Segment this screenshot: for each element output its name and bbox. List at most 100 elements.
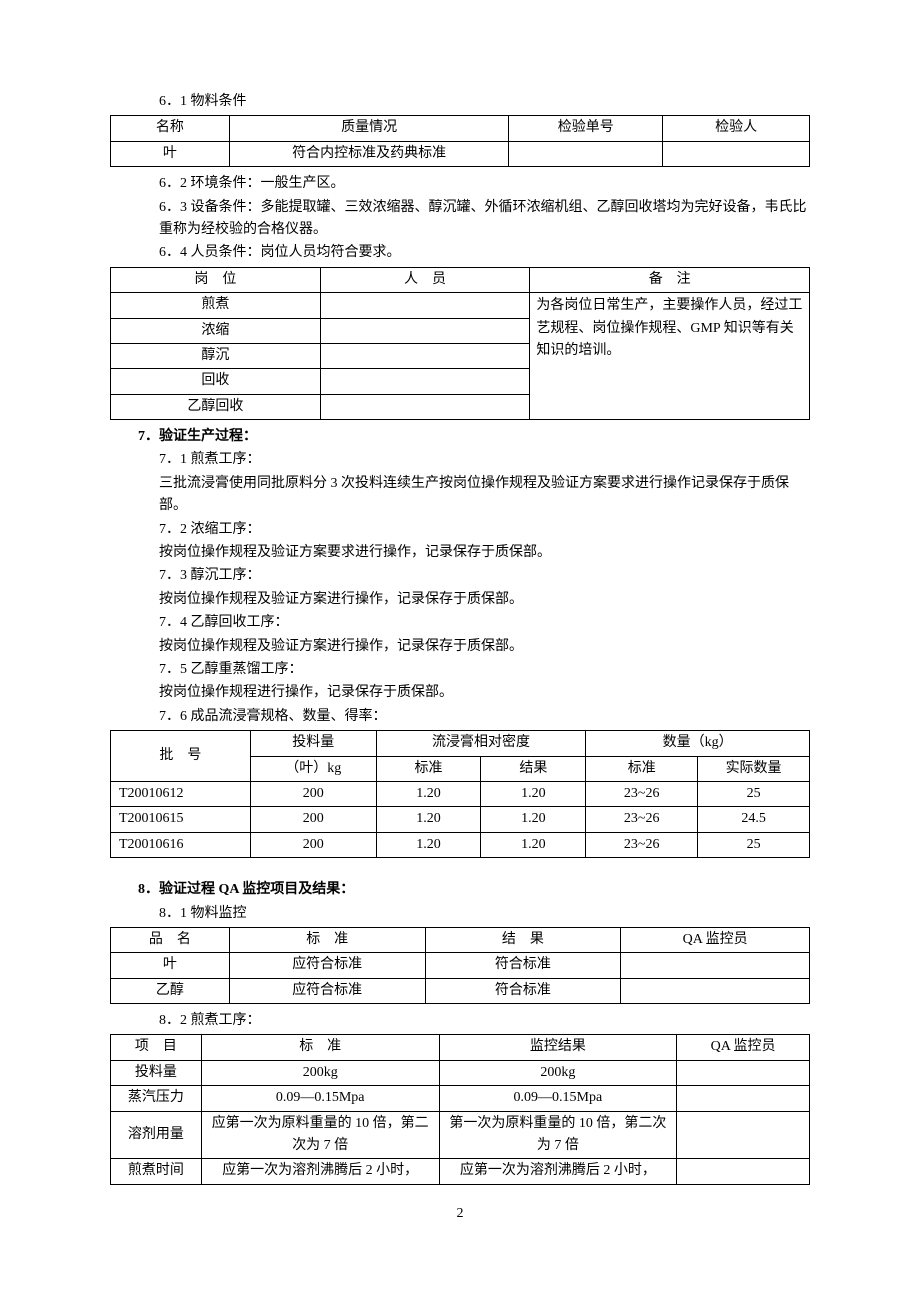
cell-note: 为各岗位日常生产，主要操作人员，经过工艺规程、岗位操作规程、GMP 知识等有关知…: [530, 293, 810, 420]
s7-2-title: 7．2 浓缩工序：: [110, 519, 810, 541]
cell: 1.20: [376, 832, 481, 857]
cell: 实际数量: [698, 756, 810, 781]
cell: 回收: [111, 369, 321, 394]
cell: 200: [250, 781, 376, 806]
cell: 1.20: [481, 807, 586, 832]
cell: [677, 1111, 810, 1159]
t-6-1: 名称 质量情况 检验单号 检验人 叶 符合内控标准及药典标准: [110, 115, 810, 167]
s8-2-title: 8．2 煎煮工序：: [110, 1010, 810, 1032]
cell: （叶）kg: [250, 756, 376, 781]
cell: T20010615: [111, 807, 251, 832]
s7-5-title: 7．5 乙醇重蒸馏工序：: [110, 659, 810, 681]
s7-1-title: 7．1 煎煮工序：: [110, 449, 810, 471]
cell: 检验人: [663, 116, 810, 141]
cell: 溶剂用量: [111, 1111, 202, 1159]
cell: 应符合标准: [229, 953, 425, 978]
cell: 应符合标准: [229, 978, 425, 1003]
s6-4-heading: 6．4 人员条件：岗位人员均符合要求。: [110, 242, 810, 264]
s7-2-body: 按岗位操作规程及验证方案要求进行操作，记录保存于质保部。: [110, 542, 810, 564]
cell: 检验单号: [509, 116, 663, 141]
cell: 应第一次为溶剂沸腾后 2 小时，: [439, 1159, 677, 1184]
cell: [663, 141, 810, 166]
cell: 批 号: [111, 731, 251, 782]
s7-4-title: 7．4 乙醇回收工序：: [110, 612, 810, 634]
cell: 200kg: [201, 1060, 439, 1085]
cell: 蒸汽压力: [111, 1086, 202, 1111]
s7-4-body: 按岗位操作规程及验证方案进行操作，记录保存于质保部。: [110, 636, 810, 658]
s7-1-body: 三批流浸膏使用同批原料分 3 次投料连续生产按岗位操作规程及验证方案要求进行操作…: [110, 473, 810, 518]
cell: 25: [698, 781, 810, 806]
cell: 煎煮: [111, 293, 321, 318]
cell: 数量（kg）: [586, 731, 810, 756]
cell: 标 准: [229, 927, 425, 952]
cell: 应第一次为溶剂沸腾后 2 小时，: [201, 1159, 439, 1184]
cell: 叶: [111, 953, 230, 978]
s6-2: 6．2 环境条件：一般生产区。: [110, 173, 810, 195]
cell: 第一次为原料重量的 10 倍，第二次为 7 倍: [439, 1111, 677, 1159]
s8-heading: 8．验证过程 QA 监控项目及结果：: [110, 879, 810, 901]
t-6-4: 岗 位 人 员 备 注 煎煮 为各岗位日常生产，主要操作人员，经过工艺规程、岗位…: [110, 267, 810, 420]
cell: 23~26: [586, 781, 698, 806]
cell: 24.5: [698, 807, 810, 832]
page-number: 2: [110, 1203, 810, 1225]
cell: 23~26: [586, 807, 698, 832]
cell: QA 监控员: [677, 1035, 810, 1060]
cell: [320, 369, 530, 394]
cell: 200kg: [439, 1060, 677, 1085]
cell: 结 果: [425, 927, 621, 952]
cell: 25: [698, 832, 810, 857]
t-8-2: 项 目 标 准 监控结果 QA 监控员 投料量 200kg 200kg 蒸汽压力…: [110, 1034, 810, 1184]
cell: T20010616: [111, 832, 251, 857]
cell: 结果: [481, 756, 586, 781]
cell: 名称: [111, 116, 230, 141]
cell: 投料量: [111, 1060, 202, 1085]
cell: 1.20: [481, 781, 586, 806]
cell: [621, 978, 810, 1003]
t-8-1: 品 名 标 准 结 果 QA 监控员 叶 应符合标准 符合标准 乙醇 应符合标准…: [110, 927, 810, 1004]
cell: 备 注: [530, 267, 810, 292]
cell: 1.20: [376, 781, 481, 806]
cell: [320, 343, 530, 368]
cell: [677, 1086, 810, 1111]
s7-3-title: 7．3 醇沉工序：: [110, 565, 810, 587]
cell: 200: [250, 832, 376, 857]
cell: 0.09—0.15Mpa: [439, 1086, 677, 1111]
cell: 流浸膏相对密度: [376, 731, 586, 756]
cell: 200: [250, 807, 376, 832]
cell: 监控结果: [439, 1035, 677, 1060]
cell: 浓缩: [111, 318, 321, 343]
cell: 符合标准: [425, 953, 621, 978]
s7-5-body: 按岗位操作规程进行操作，记录保存于质保部。: [110, 682, 810, 704]
cell: 符合标准: [425, 978, 621, 1003]
cell: 1.20: [376, 807, 481, 832]
cell: 品 名: [111, 927, 230, 952]
cell: QA 监控员: [621, 927, 810, 952]
cell: 人 员: [320, 267, 530, 292]
cell: [677, 1060, 810, 1085]
cell: 1.20: [481, 832, 586, 857]
cell: 乙醇回收: [111, 394, 321, 419]
cell: [509, 141, 663, 166]
cell: 醇沉: [111, 343, 321, 368]
cell: 乙醇: [111, 978, 230, 1003]
cell: 23~26: [586, 832, 698, 857]
cell: 符合内控标准及药典标准: [229, 141, 509, 166]
cell: 叶: [111, 141, 230, 166]
cell: 质量情况: [229, 116, 509, 141]
cell: 岗 位: [111, 267, 321, 292]
t-7-6: 批 号 投料量 流浸膏相对密度 数量（kg） （叶）kg 标准 结果 标准 实际…: [110, 730, 810, 858]
s7-heading: 7．验证生产过程：: [110, 426, 810, 448]
cell: 标准: [586, 756, 698, 781]
s6-3: 6．3 设备条件：多能提取罐、三效浓缩器、醇沉罐、外循环浓缩机组、乙醇回收塔均为…: [110, 197, 810, 242]
cell: [320, 293, 530, 318]
s6-1-heading: 6．1 物料条件: [110, 91, 810, 113]
s7-3-body: 按岗位操作规程及验证方案进行操作，记录保存于质保部。: [110, 589, 810, 611]
cell: 应第一次为原料重量的 10 倍，第二次为 7 倍: [201, 1111, 439, 1159]
cell: [320, 318, 530, 343]
cell: 煎煮时间: [111, 1159, 202, 1184]
cell: [320, 394, 530, 419]
cell: [621, 953, 810, 978]
cell: 0.09—0.15Mpa: [201, 1086, 439, 1111]
cell: 项 目: [111, 1035, 202, 1060]
s8-1-title: 8．1 物料监控: [110, 903, 810, 925]
